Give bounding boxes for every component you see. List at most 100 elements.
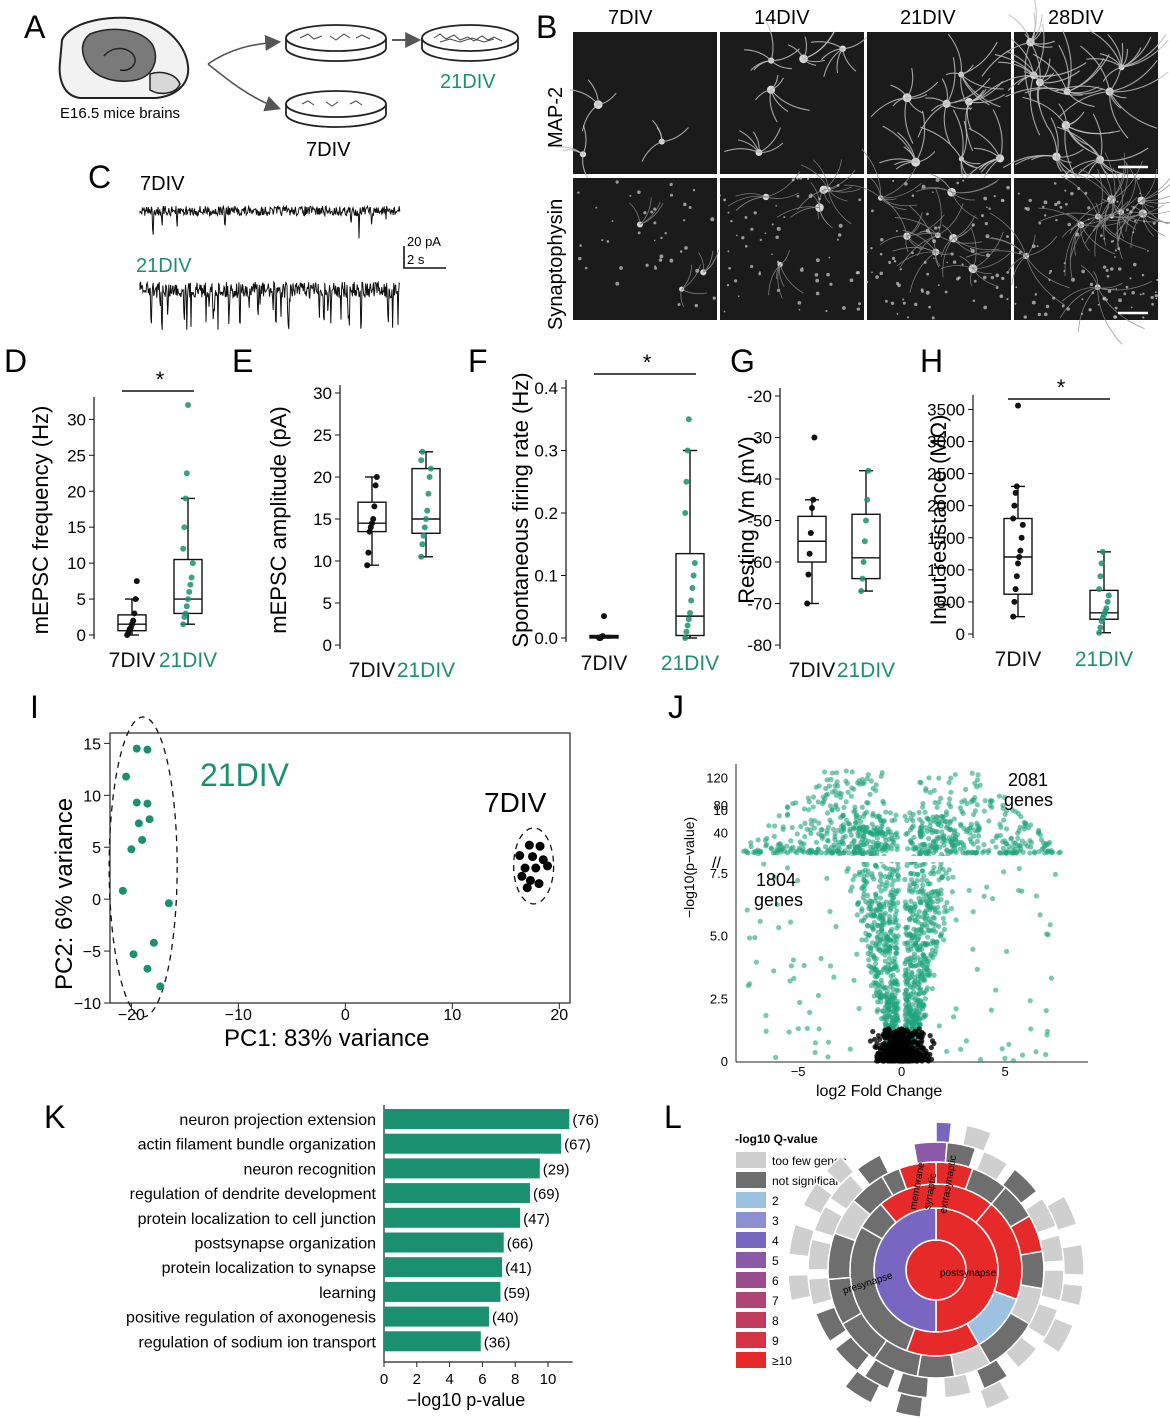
legend-swatch [736,1212,766,1228]
neurite [1008,14,1031,43]
gene-point-significant [854,912,860,918]
gene-point-significant [868,969,874,975]
micrograph-tile [720,178,864,320]
sunburst-segment [942,1372,973,1399]
gene-point-significant [949,839,955,846]
sunburst-segment [787,1223,816,1258]
synaptic-puncta [899,268,902,271]
legend-label: 6 [772,1274,779,1288]
legend-swatch [736,1272,766,1288]
gene-point-significant [970,841,977,847]
legend-label: ≥10 [772,1354,792,1368]
neurite [1097,287,1123,345]
gene-point-significant [831,974,837,980]
go-term-count: (59) [503,1285,530,1302]
gene-point-significant [895,865,901,871]
gene-point-significant [763,1012,769,1019]
neurite [582,125,587,155]
gene-point-significant [839,850,845,856]
gene-point-nonsignificant [884,1046,890,1052]
neurite [943,103,951,145]
pca-point-21div [129,950,138,959]
gene-point-significant [924,972,931,978]
neurite [739,130,760,153]
neurite [1039,72,1055,83]
gene-point-significant [890,938,897,944]
neurite [1109,91,1122,109]
synaptic-puncta [896,312,899,315]
boxplot-d: 0 5 10 15 20 25 30 mEPSC frequency (Hz) 7DIV 21DI… [28,367,217,672]
gene-point-nonsignificant [914,1044,920,1051]
neurite [1025,255,1065,306]
synaptic-puncta [932,239,937,244]
gene-point-significant [878,969,884,976]
y-tick-label: -30 [747,429,772,448]
neurite [1120,212,1130,226]
neurite [744,49,772,62]
gene-point-significant [919,914,925,920]
neurite [587,79,599,105]
neurite [980,157,1001,170]
gene-point-significant [1004,850,1010,856]
gene-point-significant [920,896,926,902]
panel-k: neuron projection extension (76) actin fil… [126,1105,599,1410]
legend-swatch [736,1192,766,1208]
gene-point-significant [810,794,817,800]
gene-point-nonsignificant [881,1041,887,1048]
synaptic-puncta [653,221,657,225]
gene-point-significant [981,841,987,848]
gene-point-significant [941,926,948,933]
gene-point-significant [924,923,930,930]
legend-swatch [736,1232,766,1248]
data-point [1099,548,1106,555]
neurite [1066,58,1105,93]
gene-point-significant [919,804,926,810]
arrow-to-21div [207,34,282,65]
gene-point-significant [938,861,944,867]
y-tick-label: 0 [323,636,332,655]
gene-point-significant [890,919,896,925]
neurite [880,196,908,237]
gene-point-significant [929,830,935,836]
gene-point-significant [936,818,942,825]
gene-point-significant [947,796,953,802]
gene-point-significant [766,823,772,829]
neurite [989,237,1027,257]
data-point [371,503,378,510]
neurite [803,31,835,60]
gene-point-significant [895,933,901,939]
synaptic-puncta [758,271,761,274]
gene-point-significant [920,882,926,888]
synaptic-puncta [934,226,938,230]
neurite [681,264,693,290]
data-point [689,585,696,591]
data-point [687,610,693,616]
synaptic-puncta [819,189,822,192]
synaptic-puncta [995,273,1000,278]
gene-point-significant [1015,830,1021,836]
neurite [1022,96,1067,126]
y-tick-label: -80 [747,636,772,655]
synaptic-puncta [836,238,839,241]
gene-point-significant [1022,841,1029,847]
synaptic-puncta [1091,291,1095,295]
x-tick-label: 2 [413,1371,421,1388]
gene-point-significant [1056,850,1062,856]
synaptic-puncta [1109,267,1114,271]
data-point [420,532,427,539]
gene-point-significant [892,977,898,983]
neurite [895,161,916,170]
gene-point-significant [910,989,917,995]
data-point [684,447,691,454]
neurite [906,222,921,237]
go-term-label: protein localization to cell junction [138,1211,376,1228]
synaptic-puncta [911,251,914,255]
gene-point-significant [812,1049,818,1056]
neurite [1011,255,1027,286]
gene-point-significant [938,933,944,939]
synaptic-puncta [653,207,657,211]
y-tick-label: -60 [747,553,772,572]
gene-point-significant [747,981,753,987]
gene-point-significant [928,870,934,877]
